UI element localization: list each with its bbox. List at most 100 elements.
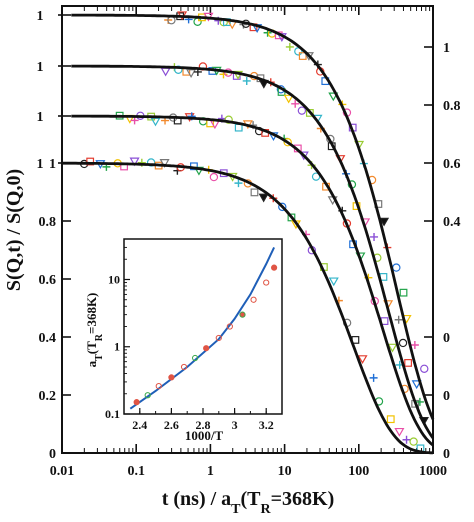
inset-data-marker bbox=[215, 334, 222, 342]
inset-y-ticks: 0.1 1 10 bbox=[105, 238, 130, 421]
x-tick-label: 100 bbox=[348, 464, 369, 479]
data-marker-plus bbox=[291, 99, 300, 108]
data-marker-square bbox=[298, 52, 307, 60]
inset-x-title: 1000/T bbox=[185, 428, 224, 443]
data-marker-square bbox=[250, 188, 259, 197]
data-marker-triangle bbox=[357, 355, 368, 365]
data-marker-circle bbox=[224, 115, 233, 124]
data-marker-circle bbox=[297, 106, 307, 115]
right-tick-label: 0.6 bbox=[443, 157, 461, 172]
data-marker-triangle bbox=[283, 94, 294, 104]
x-tick-label: 10 bbox=[278, 464, 292, 479]
fit-curve-1 bbox=[62, 161, 433, 455]
data-marker-square bbox=[86, 157, 95, 166]
stack-offset-label: 1 bbox=[37, 9, 44, 24]
data-marker-plus bbox=[394, 315, 403, 324]
y-axis-title: S(Q,t) / S(Q,0) bbox=[3, 169, 25, 291]
inset-data-marker bbox=[239, 311, 246, 318]
left-tick-label: 0 bbox=[49, 447, 56, 462]
data-marker-triangle bbox=[186, 69, 197, 78]
left-tick-label: 1 bbox=[49, 157, 56, 172]
data-marker-triangle bbox=[159, 159, 170, 168]
data-marker-circle bbox=[409, 437, 418, 446]
inset-data-marker bbox=[250, 296, 257, 303]
data-marker-circle bbox=[311, 172, 321, 181]
data-marker-plus bbox=[370, 232, 379, 241]
plot-frame bbox=[61, 5, 434, 454]
x-tick-label: 1000 bbox=[419, 464, 447, 479]
left-tick-label: 0.4 bbox=[39, 331, 57, 346]
data-marker-circle bbox=[209, 172, 219, 182]
inset-x-tick-label: 2.8 bbox=[196, 418, 211, 432]
data-marker-square bbox=[305, 109, 314, 117]
inset-data-marker bbox=[203, 345, 210, 352]
inset-chart: 2.4 2.6 2.8 3 3.2 0.1 1 10 1000/T aT(TR=368K) bbox=[84, 238, 283, 443]
x-tick-label: 0.01 bbox=[50, 464, 75, 479]
left-tick-label: 0.2 bbox=[39, 389, 57, 404]
inset-x-tick-label: 2.6 bbox=[164, 418, 179, 432]
data-marker-plus bbox=[402, 435, 411, 444]
left-tick-label: 0.8 bbox=[39, 215, 57, 230]
data-marker-circle bbox=[398, 338, 408, 348]
data-marker-triangle bbox=[328, 277, 339, 287]
inset-x-tick-label: 2.4 bbox=[132, 418, 147, 432]
data-marker-plus bbox=[415, 397, 424, 406]
inset-data-marker bbox=[168, 374, 175, 381]
left-tick-label: 0.6 bbox=[39, 273, 57, 288]
data-marker-circle bbox=[283, 138, 292, 147]
inset-data-marker bbox=[155, 382, 162, 390]
x-axis-ticks: 0.01 0.1 1 10 100 1000 bbox=[50, 6, 447, 479]
data-marker-triangle bbox=[328, 92, 339, 102]
data-marker-square bbox=[404, 359, 413, 367]
inset-data-marker bbox=[271, 264, 278, 271]
data-marker-plus bbox=[285, 42, 294, 51]
inset-data-marker bbox=[133, 399, 140, 406]
right-tick-label: 0.4 bbox=[443, 215, 461, 230]
data-marker-plus bbox=[234, 179, 243, 188]
inset-x-tick-label: 3 bbox=[232, 418, 238, 432]
inset-data-marker bbox=[144, 392, 151, 399]
data-marker-circle bbox=[278, 202, 287, 212]
fit-curve-4 bbox=[71, 13, 435, 420]
data-marker-plus bbox=[242, 76, 251, 85]
data-marker-circle bbox=[146, 158, 156, 167]
fit-curve-3 bbox=[71, 64, 435, 439]
stack-offset-label: 1 bbox=[37, 110, 44, 125]
inset-x-tick-label: 3.2 bbox=[259, 418, 274, 432]
data-marker-square bbox=[386, 415, 395, 424]
inset-y-tick-label: 0.1 bbox=[105, 407, 120, 421]
fit-curves bbox=[62, 13, 435, 455]
right-tick-label: 0 bbox=[443, 389, 450, 404]
inset-data-marker bbox=[263, 279, 270, 286]
inset-y-title: aT(TR=368K) bbox=[84, 293, 105, 368]
data-marker-triangle bbox=[394, 427, 405, 437]
inset-x-ticks: 2.4 2.6 2.8 3 3.2 bbox=[123, 408, 274, 432]
data-marker-triangle bbox=[258, 193, 269, 203]
data-marker-triangle bbox=[411, 380, 422, 390]
data-marker-plus bbox=[410, 340, 419, 349]
stack-offset-label: 1 bbox=[37, 60, 44, 75]
x-tick-label: 1 bbox=[207, 464, 214, 479]
inset-y-tick-label: 1 bbox=[114, 340, 120, 354]
data-marker-plus bbox=[369, 373, 378, 382]
inset-series bbox=[129, 246, 278, 410]
x-tick-label: 0.1 bbox=[127, 464, 145, 479]
data-marker-circle bbox=[420, 364, 429, 373]
inset-data-marker bbox=[192, 354, 199, 362]
right-tick-label: 0.8 bbox=[443, 99, 461, 114]
left-axis-ticks: 0 0.2 0.4 0.6 0.8 1 bbox=[39, 157, 71, 462]
data-marker-triangle bbox=[379, 217, 390, 227]
inset-data-marker bbox=[226, 323, 233, 330]
inset-background bbox=[124, 239, 282, 414]
right-tick-label: 0 bbox=[443, 447, 450, 462]
data-marker-triangle bbox=[129, 157, 140, 167]
fit-curve-2 bbox=[71, 114, 434, 447]
right-tick-label: 0 bbox=[443, 331, 450, 346]
inset-data-marker bbox=[180, 363, 188, 371]
inset-y-tick-label: 10 bbox=[108, 272, 120, 286]
x-axis-title: t (ns) / aT(TR=368K) bbox=[162, 488, 335, 517]
data-marker-triangle bbox=[387, 343, 398, 353]
right-tick-label: 1 bbox=[443, 41, 450, 56]
data-marker-square bbox=[399, 288, 408, 297]
